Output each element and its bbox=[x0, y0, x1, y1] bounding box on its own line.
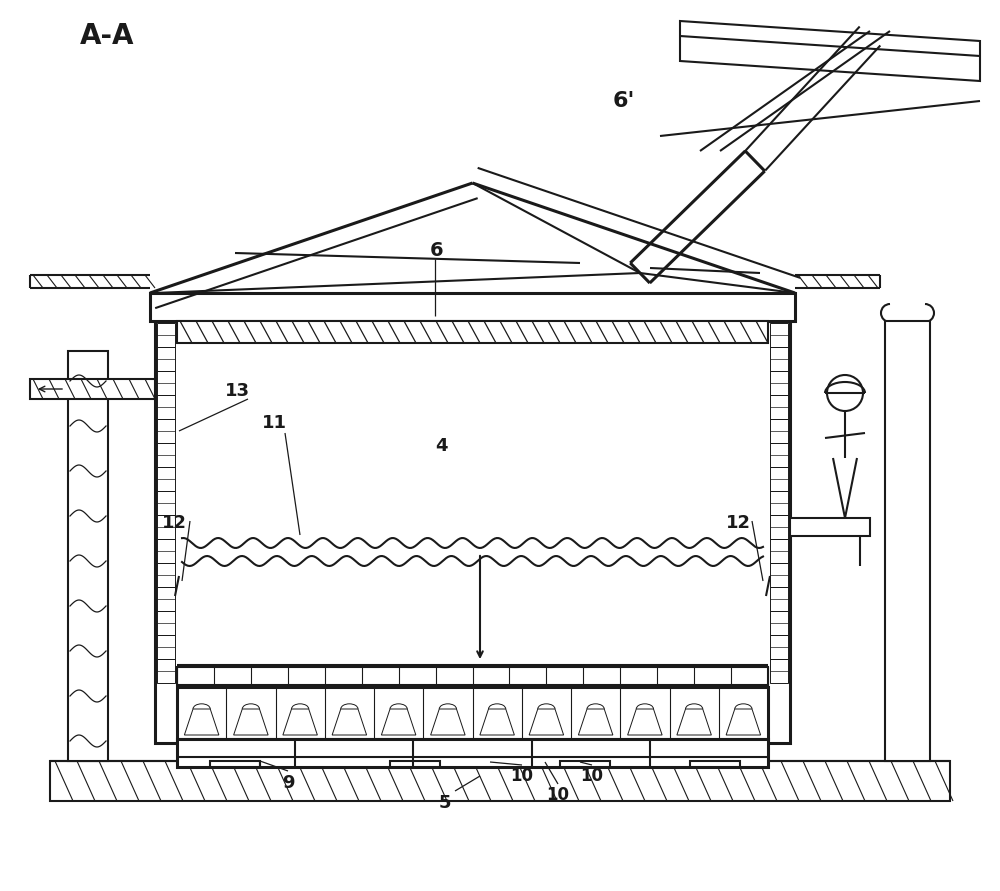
Bar bbox=[157, 467, 175, 491]
Bar bbox=[157, 515, 175, 539]
Text: 4: 4 bbox=[435, 437, 448, 455]
Bar bbox=[770, 491, 788, 515]
Bar bbox=[157, 443, 175, 467]
Bar bbox=[770, 323, 788, 347]
Text: 9: 9 bbox=[282, 774, 294, 792]
Bar bbox=[770, 467, 788, 491]
Bar bbox=[177, 687, 768, 739]
Bar bbox=[390, 761, 440, 767]
Bar bbox=[177, 667, 768, 685]
Text: 12: 12 bbox=[726, 514, 751, 532]
Text: 11: 11 bbox=[262, 414, 287, 432]
Bar bbox=[177, 321, 768, 343]
Text: A-A: A-A bbox=[80, 22, 135, 50]
Bar bbox=[770, 419, 788, 443]
Text: 10: 10 bbox=[546, 786, 570, 804]
Bar bbox=[770, 587, 788, 611]
Text: 10: 10 bbox=[580, 767, 604, 785]
Bar bbox=[157, 611, 175, 635]
Bar bbox=[770, 635, 788, 659]
Bar bbox=[157, 347, 175, 371]
Bar bbox=[885, 321, 930, 761]
Bar bbox=[150, 293, 795, 321]
Bar bbox=[177, 739, 768, 767]
Bar bbox=[157, 659, 175, 683]
Bar bbox=[790, 518, 870, 536]
Bar bbox=[770, 443, 788, 467]
Text: 6': 6' bbox=[613, 91, 635, 111]
Bar bbox=[68, 351, 108, 761]
Bar bbox=[157, 323, 175, 347]
Bar bbox=[770, 563, 788, 587]
Bar bbox=[157, 539, 175, 563]
Text: 13: 13 bbox=[225, 382, 250, 400]
Text: 12: 12 bbox=[162, 514, 187, 532]
Bar bbox=[157, 395, 175, 419]
Bar bbox=[157, 635, 175, 659]
Circle shape bbox=[827, 375, 863, 411]
Bar bbox=[690, 761, 740, 767]
Text: 10: 10 bbox=[511, 767, 534, 785]
Bar bbox=[157, 371, 175, 395]
Bar bbox=[50, 761, 950, 801]
Text: 5: 5 bbox=[439, 794, 451, 812]
Bar bbox=[770, 395, 788, 419]
Bar bbox=[770, 659, 788, 683]
Bar bbox=[560, 761, 610, 767]
Bar bbox=[157, 587, 175, 611]
Bar bbox=[155, 321, 790, 743]
Bar bbox=[770, 515, 788, 539]
Bar bbox=[157, 419, 175, 443]
Bar bbox=[770, 539, 788, 563]
Bar bbox=[770, 611, 788, 635]
Bar bbox=[770, 371, 788, 395]
Bar bbox=[770, 347, 788, 371]
Text: 6: 6 bbox=[430, 241, 444, 260]
Bar bbox=[157, 563, 175, 587]
Bar bbox=[30, 379, 155, 399]
Bar bbox=[157, 491, 175, 515]
Bar bbox=[210, 761, 260, 767]
